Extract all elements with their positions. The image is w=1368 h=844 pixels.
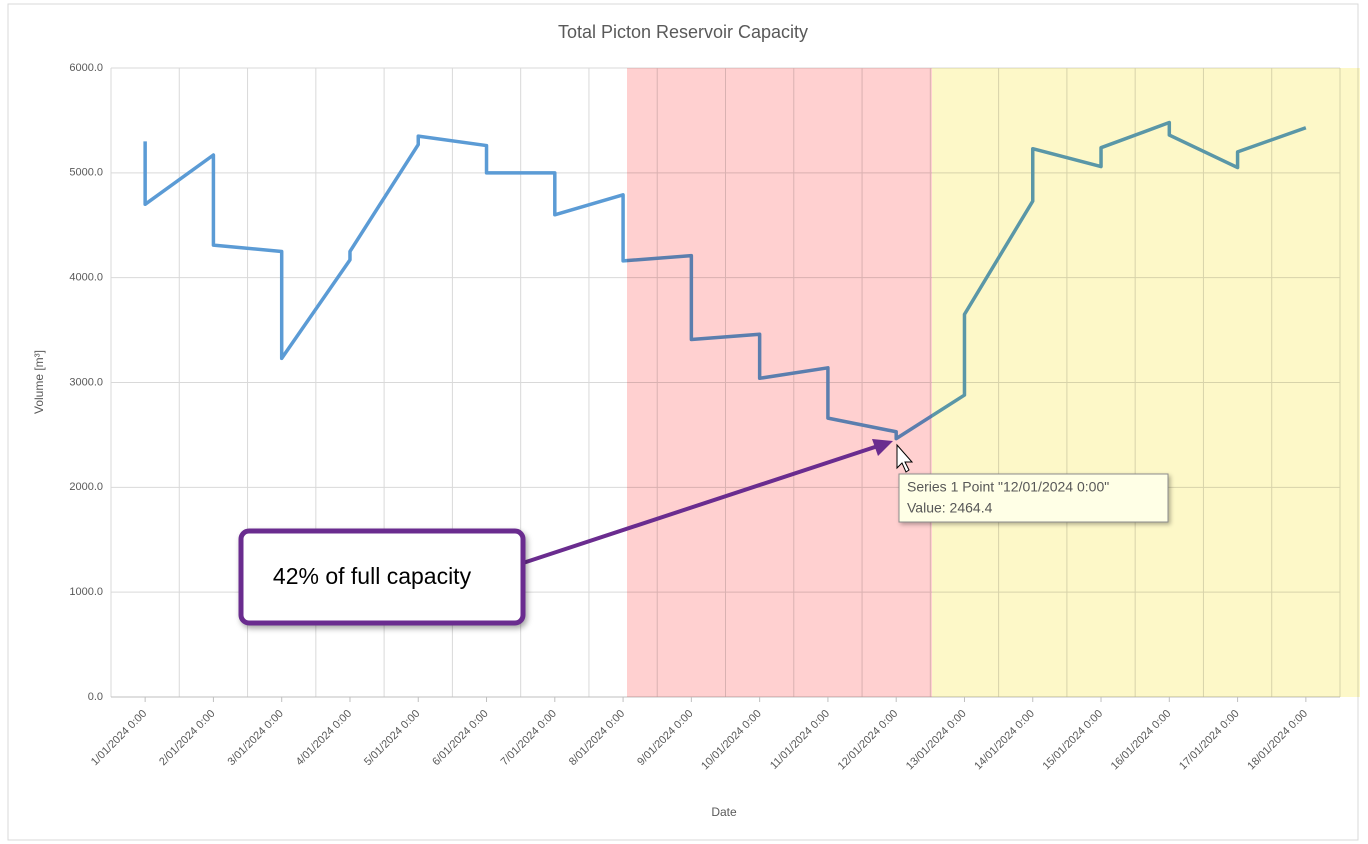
y-axis-title: Volume [m³] — [32, 350, 46, 414]
annotation-arrow — [522, 444, 879, 565]
y-tick-label: 4000.0 — [69, 272, 103, 284]
y-tick-label: 6000.0 — [69, 62, 103, 74]
y-tick-label: 0.0 — [88, 691, 103, 703]
tooltip — [898, 473, 1169, 523]
callout-box — [238, 528, 526, 626]
cursor — [896, 443, 914, 473]
y-tick-label: 3000.0 — [69, 376, 103, 388]
x-axis-title: Date — [711, 805, 737, 819]
y-tick-label: 1000.0 — [69, 586, 103, 598]
shaded-region — [932, 68, 1360, 697]
shaded-region — [627, 68, 932, 697]
callout-text: 42% of full capacity — [273, 563, 472, 589]
y-tick-label: 2000.0 — [69, 481, 103, 493]
tooltip-value: Value: 2464.4 — [907, 500, 993, 516]
chart-title: Total Picton Reservoir Capacity — [558, 22, 808, 42]
arrow-head — [872, 439, 893, 456]
tooltip-title: Series 1 Point "12/01/2024 0:00" — [907, 479, 1109, 495]
y-tick-label: 5000.0 — [69, 167, 103, 179]
